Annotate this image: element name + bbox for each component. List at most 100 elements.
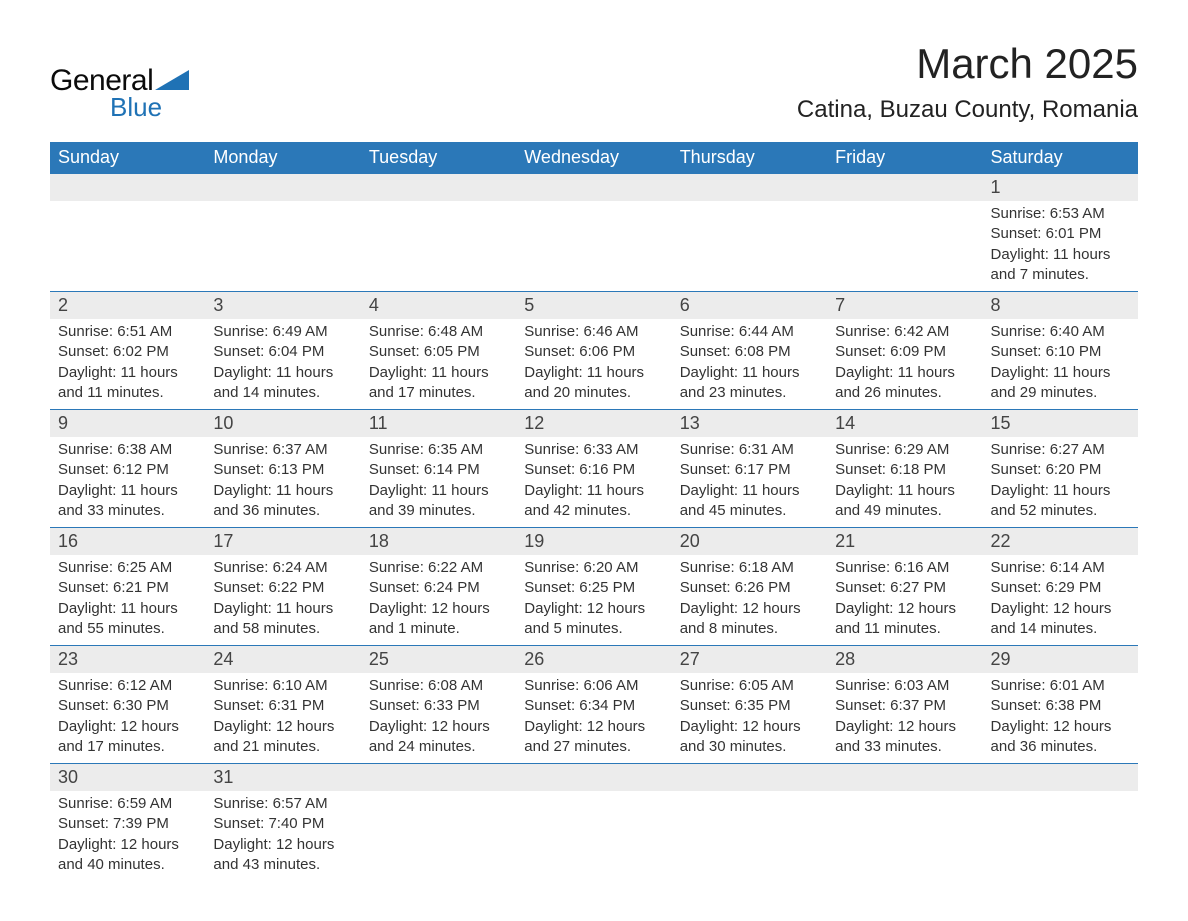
calendar-cell: 13Sunrise: 6:31 AMSunset: 6:17 PMDayligh… bbox=[672, 410, 827, 528]
day-number: 3 bbox=[205, 292, 360, 319]
day-number: 30 bbox=[50, 764, 205, 791]
day-content: Sunrise: 6:33 AMSunset: 6:16 PMDaylight:… bbox=[516, 437, 671, 527]
daylight-text: Daylight: 12 hours and 5 minutes. bbox=[524, 599, 663, 640]
day-number: 13 bbox=[672, 410, 827, 437]
day-number: 31 bbox=[205, 764, 360, 791]
day-number: 22 bbox=[983, 528, 1138, 555]
day-number: 11 bbox=[361, 410, 516, 437]
daylight-text: Daylight: 11 hours and 17 minutes. bbox=[369, 363, 508, 404]
day-content bbox=[516, 791, 671, 869]
day-number: 28 bbox=[827, 646, 982, 673]
day-content bbox=[361, 791, 516, 869]
sunrise-text: Sunrise: 6:16 AM bbox=[835, 558, 974, 578]
sunset-text: Sunset: 6:27 PM bbox=[835, 578, 974, 598]
sunrise-text: Sunrise: 6:44 AM bbox=[680, 322, 819, 342]
sunrise-text: Sunrise: 6:10 AM bbox=[213, 676, 352, 696]
day-content: Sunrise: 6:03 AMSunset: 6:37 PMDaylight:… bbox=[827, 673, 982, 763]
daylight-text: Daylight: 11 hours and 14 minutes. bbox=[213, 363, 352, 404]
calendar-cell: 14Sunrise: 6:29 AMSunset: 6:18 PMDayligh… bbox=[827, 410, 982, 528]
day-content: Sunrise: 6:38 AMSunset: 6:12 PMDaylight:… bbox=[50, 437, 205, 527]
logo: General Blue bbox=[50, 40, 189, 123]
day-number: 23 bbox=[50, 646, 205, 673]
sunrise-text: Sunrise: 6:42 AM bbox=[835, 322, 974, 342]
day-number bbox=[672, 764, 827, 791]
calendar-cell: 23Sunrise: 6:12 AMSunset: 6:30 PMDayligh… bbox=[50, 646, 205, 764]
day-number: 5 bbox=[516, 292, 671, 319]
day-number: 6 bbox=[672, 292, 827, 319]
calendar-cell: 1Sunrise: 6:53 AMSunset: 6:01 PMDaylight… bbox=[983, 174, 1138, 292]
calendar-cell: 9Sunrise: 6:38 AMSunset: 6:12 PMDaylight… bbox=[50, 410, 205, 528]
day-number bbox=[516, 174, 671, 201]
calendar-cell: 19Sunrise: 6:20 AMSunset: 6:25 PMDayligh… bbox=[516, 528, 671, 646]
calendar-cell: 2Sunrise: 6:51 AMSunset: 6:02 PMDaylight… bbox=[50, 292, 205, 410]
day-content bbox=[205, 201, 360, 279]
logo-word2: Blue bbox=[110, 92, 162, 123]
sunset-text: Sunset: 6:20 PM bbox=[991, 460, 1130, 480]
weekday-header: Wednesday bbox=[516, 142, 671, 174]
logo-triangle-icon bbox=[155, 66, 189, 95]
sunset-text: Sunset: 6:13 PM bbox=[213, 460, 352, 480]
sunset-text: Sunset: 6:25 PM bbox=[524, 578, 663, 598]
sunrise-text: Sunrise: 6:24 AM bbox=[213, 558, 352, 578]
daylight-text: Daylight: 12 hours and 21 minutes. bbox=[213, 717, 352, 758]
calendar-row: 16Sunrise: 6:25 AMSunset: 6:21 PMDayligh… bbox=[50, 528, 1138, 646]
daylight-text: Daylight: 11 hours and 49 minutes. bbox=[835, 481, 974, 522]
daylight-text: Daylight: 12 hours and 27 minutes. bbox=[524, 717, 663, 758]
day-content: Sunrise: 6:20 AMSunset: 6:25 PMDaylight:… bbox=[516, 555, 671, 645]
sunset-text: Sunset: 6:02 PM bbox=[58, 342, 197, 362]
day-content bbox=[672, 201, 827, 279]
calendar-row: 9Sunrise: 6:38 AMSunset: 6:12 PMDaylight… bbox=[50, 410, 1138, 528]
calendar-row: 1Sunrise: 6:53 AMSunset: 6:01 PMDaylight… bbox=[50, 174, 1138, 292]
sunrise-text: Sunrise: 6:08 AM bbox=[369, 676, 508, 696]
day-number bbox=[827, 764, 982, 791]
day-content bbox=[50, 201, 205, 279]
sunrise-text: Sunrise: 6:22 AM bbox=[369, 558, 508, 578]
weekday-header: Thursday bbox=[672, 142, 827, 174]
day-number bbox=[672, 174, 827, 201]
day-number: 24 bbox=[205, 646, 360, 673]
daylight-text: Daylight: 11 hours and 39 minutes. bbox=[369, 481, 508, 522]
daylight-text: Daylight: 11 hours and 29 minutes. bbox=[991, 363, 1130, 404]
weekday-header: Friday bbox=[827, 142, 982, 174]
day-content: Sunrise: 6:31 AMSunset: 6:17 PMDaylight:… bbox=[672, 437, 827, 527]
day-number: 16 bbox=[50, 528, 205, 555]
day-number: 2 bbox=[50, 292, 205, 319]
daylight-text: Daylight: 11 hours and 42 minutes. bbox=[524, 481, 663, 522]
calendar-cell: 12Sunrise: 6:33 AMSunset: 6:16 PMDayligh… bbox=[516, 410, 671, 528]
calendar-cell: 31Sunrise: 6:57 AMSunset: 7:40 PMDayligh… bbox=[205, 764, 360, 882]
calendar-cell bbox=[827, 764, 982, 882]
sunrise-text: Sunrise: 6:03 AM bbox=[835, 676, 974, 696]
daylight-text: Daylight: 12 hours and 24 minutes. bbox=[369, 717, 508, 758]
daylight-text: Daylight: 11 hours and 26 minutes. bbox=[835, 363, 974, 404]
sunrise-text: Sunrise: 6:38 AM bbox=[58, 440, 197, 460]
day-content: Sunrise: 6:57 AMSunset: 7:40 PMDaylight:… bbox=[205, 791, 360, 881]
day-number: 29 bbox=[983, 646, 1138, 673]
calendar-cell bbox=[50, 174, 205, 292]
sunrise-text: Sunrise: 6:06 AM bbox=[524, 676, 663, 696]
calendar-cell bbox=[205, 174, 360, 292]
sunset-text: Sunset: 6:06 PM bbox=[524, 342, 663, 362]
sunrise-text: Sunrise: 6:57 AM bbox=[213, 794, 352, 814]
sunset-text: Sunset: 6:01 PM bbox=[991, 224, 1130, 244]
calendar-cell: 17Sunrise: 6:24 AMSunset: 6:22 PMDayligh… bbox=[205, 528, 360, 646]
day-content: Sunrise: 6:51 AMSunset: 6:02 PMDaylight:… bbox=[50, 319, 205, 409]
title-block: March 2025 Catina, Buzau County, Romania bbox=[797, 40, 1138, 124]
sunset-text: Sunset: 6:29 PM bbox=[991, 578, 1130, 598]
day-number bbox=[827, 174, 982, 201]
calendar-cell: 22Sunrise: 6:14 AMSunset: 6:29 PMDayligh… bbox=[983, 528, 1138, 646]
day-content: Sunrise: 6:37 AMSunset: 6:13 PMDaylight:… bbox=[205, 437, 360, 527]
calendar-cell: 29Sunrise: 6:01 AMSunset: 6:38 PMDayligh… bbox=[983, 646, 1138, 764]
day-content: Sunrise: 6:25 AMSunset: 6:21 PMDaylight:… bbox=[50, 555, 205, 645]
sunset-text: Sunset: 6:26 PM bbox=[680, 578, 819, 598]
day-number bbox=[516, 764, 671, 791]
daylight-text: Daylight: 11 hours and 7 minutes. bbox=[991, 245, 1130, 286]
calendar-cell bbox=[361, 764, 516, 882]
sunrise-text: Sunrise: 6:29 AM bbox=[835, 440, 974, 460]
day-content: Sunrise: 6:01 AMSunset: 6:38 PMDaylight:… bbox=[983, 673, 1138, 763]
day-number: 25 bbox=[361, 646, 516, 673]
daylight-text: Daylight: 12 hours and 8 minutes. bbox=[680, 599, 819, 640]
header: General Blue March 2025 Catina, Buzau Co… bbox=[50, 40, 1138, 124]
sunrise-text: Sunrise: 6:20 AM bbox=[524, 558, 663, 578]
calendar-cell: 25Sunrise: 6:08 AMSunset: 6:33 PMDayligh… bbox=[361, 646, 516, 764]
calendar-cell: 5Sunrise: 6:46 AMSunset: 6:06 PMDaylight… bbox=[516, 292, 671, 410]
